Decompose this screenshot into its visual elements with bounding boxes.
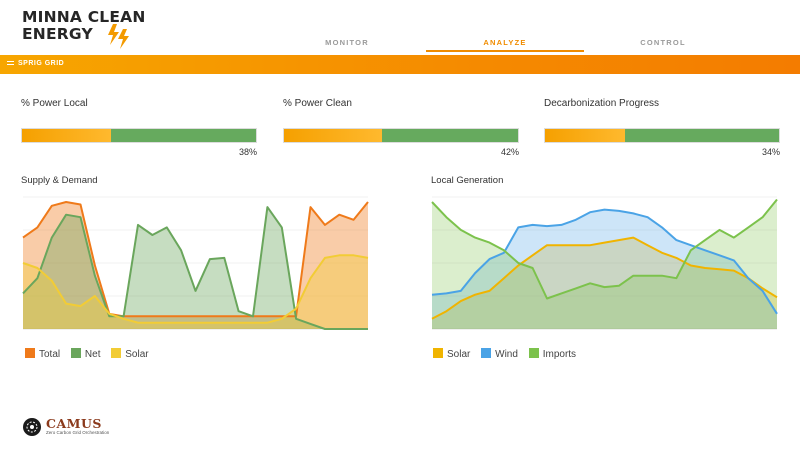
kpi-value: 34% xyxy=(761,147,780,157)
progress-bar xyxy=(544,128,780,143)
line-solar xyxy=(22,254,369,324)
kpi-label: % Power Clean xyxy=(283,98,352,109)
legend-item-solar[interactable]: Solar xyxy=(111,348,149,360)
main-nav: MONITOR ANALYZE CONTROL xyxy=(268,34,788,54)
kpi-label: Decarbonization Progress xyxy=(544,98,660,109)
camus-logo: CAMUS Zero Carbon Grid Orchestration xyxy=(22,416,132,440)
legend-swatch xyxy=(70,348,81,358)
kpi-power-clean: % Power Clean 42% xyxy=(283,98,519,157)
tab-analyze[interactable]: ANALYZE xyxy=(483,38,527,47)
camus-wordmark: CAMUS xyxy=(46,416,102,431)
legend-swatch xyxy=(481,348,492,358)
kpi-label: % Power Local xyxy=(21,98,88,109)
progress-fill-local xyxy=(22,129,111,142)
area-solar xyxy=(432,237,777,329)
legend-swatch xyxy=(433,348,443,358)
progress-remaining xyxy=(382,129,518,142)
brand-logo: MINNA CLEAN ENERGY xyxy=(22,9,162,51)
legend-label: Net xyxy=(84,349,101,360)
active-tab-indicator xyxy=(426,50,584,52)
local-generation-chart xyxy=(431,196,778,330)
brand-line-2: ENERGY xyxy=(22,25,93,43)
legend-item-imports[interactable]: Imports xyxy=(528,348,577,360)
progress-fill-clean xyxy=(284,129,383,142)
brand-line-1: MINNA CLEAN xyxy=(22,8,146,26)
legend-label: Solar xyxy=(447,349,471,360)
camus-emblem-icon xyxy=(23,418,41,436)
progress-bar xyxy=(283,128,519,143)
progress-bar xyxy=(21,128,257,143)
area-imports xyxy=(432,199,777,329)
line-solar xyxy=(431,236,778,320)
tab-monitor[interactable]: MONITOR xyxy=(325,38,369,47)
legend-item-net[interactable]: Net xyxy=(70,348,101,360)
menu-icon[interactable] xyxy=(7,61,14,67)
grid-name: SPRIG GRID xyxy=(18,60,65,67)
supply-demand-legend: Total Net Solar xyxy=(25,348,157,362)
legend-label: Wind xyxy=(495,349,518,360)
legend-swatch xyxy=(528,348,539,358)
kpi-value: 42% xyxy=(500,147,519,157)
local-generation-legend: Solar Wind Imports xyxy=(433,348,584,362)
line-net xyxy=(22,206,368,330)
tab-control[interactable]: CONTROL xyxy=(640,38,686,47)
chart-title-supply-demand: Supply & Demand xyxy=(21,175,98,186)
legend-label: Imports xyxy=(542,349,577,360)
grid-toolbar: SPRIG GRID xyxy=(0,55,800,74)
line-imports xyxy=(431,198,778,300)
legend-item-solar[interactable]: Solar xyxy=(433,348,470,360)
progress-remaining xyxy=(624,129,779,142)
legend-item-wind[interactable]: Wind xyxy=(481,348,518,360)
supply-demand-chart xyxy=(22,196,369,330)
progress-remaining xyxy=(110,129,256,142)
line-wind xyxy=(431,208,778,315)
legend-swatch xyxy=(25,348,35,358)
area-net xyxy=(23,207,368,329)
kpi-decarbonization: Decarbonization Progress 34% xyxy=(544,98,780,157)
legend-label: Solar xyxy=(125,349,149,360)
chart-title-local-generation: Local Generation xyxy=(431,175,504,186)
lightning-bolt-icon xyxy=(108,24,129,49)
progress-fill-decarbonization xyxy=(545,129,625,142)
area-solar xyxy=(23,255,368,329)
legend-item-total[interactable]: Total xyxy=(25,348,60,360)
camus-tagline: Zero Carbon Grid Orchestration xyxy=(46,430,110,435)
legend-swatch xyxy=(111,348,122,358)
kpi-power-local: % Power Local 38% xyxy=(21,98,257,157)
area-wind xyxy=(432,209,777,329)
kpi-value: 38% xyxy=(238,147,257,157)
line-total xyxy=(22,201,369,318)
legend-label: Total xyxy=(39,349,61,360)
